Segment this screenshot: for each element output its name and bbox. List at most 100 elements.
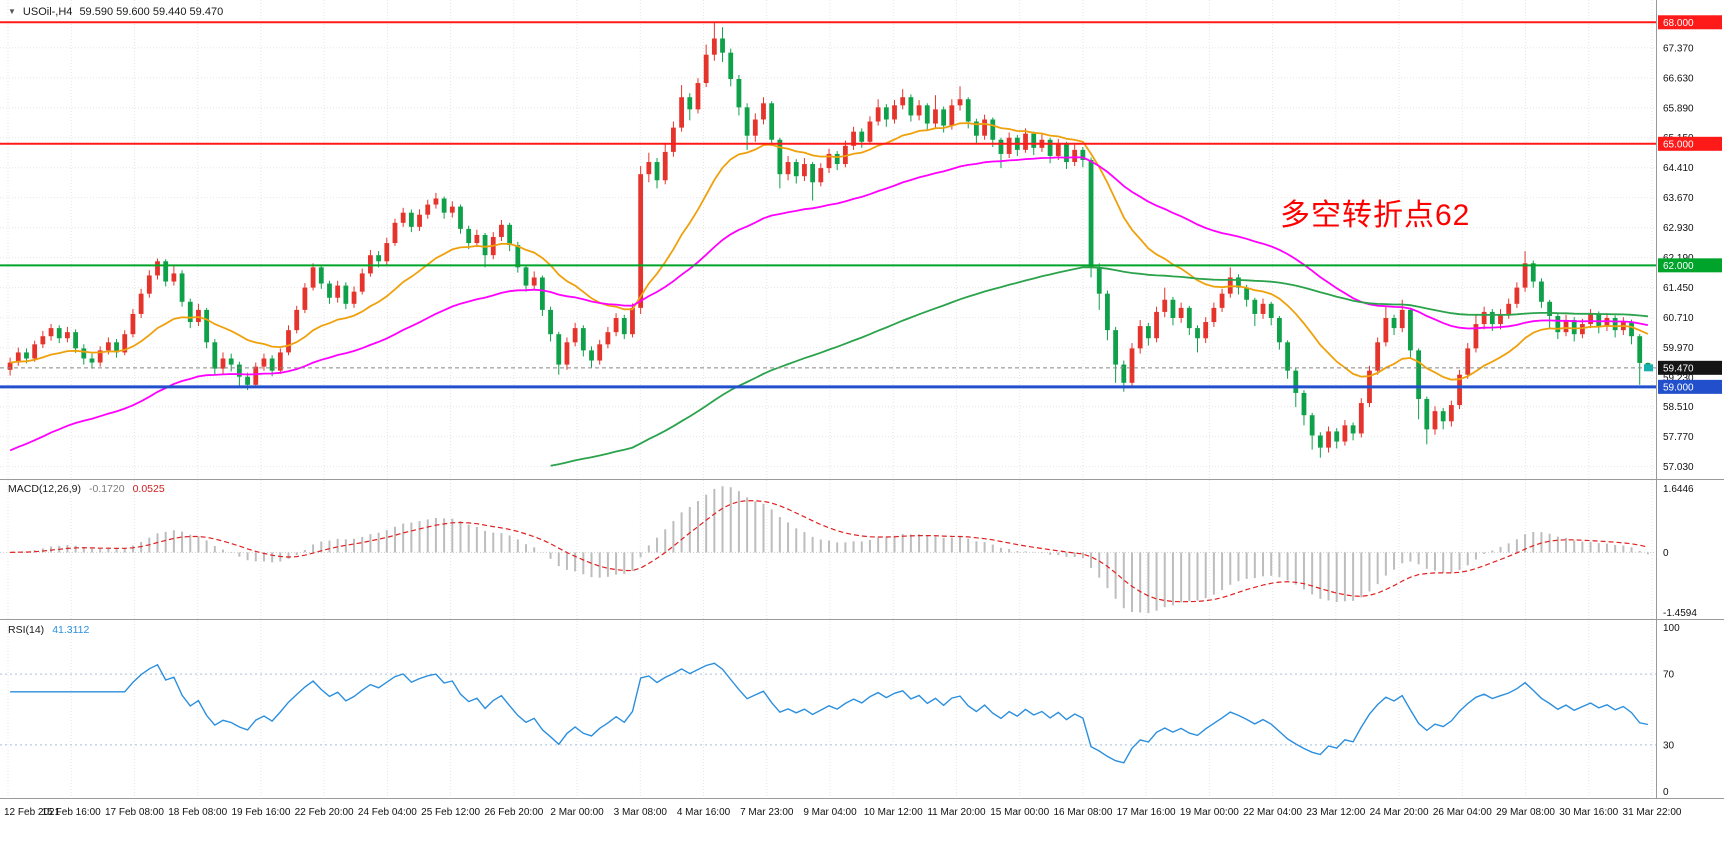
candle-body bbox=[834, 153, 840, 165]
symbol-dropdown-icon[interactable]: ▼ bbox=[8, 7, 16, 16]
candle-body bbox=[1186, 307, 1192, 329]
price-axis[interactable]: 67.37066.63065.89065.15064.41063.67062.9… bbox=[1658, 15, 1722, 798]
candle-body bbox=[728, 52, 734, 79]
candle-body bbox=[1137, 326, 1143, 349]
price-tick-label: 61.450 bbox=[1663, 283, 1694, 294]
candle-body bbox=[507, 224, 513, 246]
price-tick-label: 59.970 bbox=[1663, 343, 1694, 354]
candle-body bbox=[449, 206, 455, 213]
candle-body bbox=[1145, 326, 1151, 339]
candle-body bbox=[1055, 143, 1061, 156]
price-tick-label: 57.030 bbox=[1663, 462, 1694, 473]
annotation-text[interactable]: 多空转折点62 bbox=[1280, 199, 1471, 232]
candle-body bbox=[441, 198, 447, 213]
candle-body bbox=[597, 344, 603, 361]
candle-body bbox=[949, 105, 955, 126]
candle-body bbox=[408, 212, 414, 227]
candle-body bbox=[965, 99, 971, 122]
candle-body bbox=[1031, 133, 1037, 148]
candle-body bbox=[65, 332, 70, 339]
candle-body bbox=[711, 38, 717, 55]
time-tick-label: 17 Mar 16:00 bbox=[1117, 807, 1176, 818]
candle-body bbox=[187, 301, 193, 323]
candle-body bbox=[941, 109, 947, 126]
candle-body bbox=[1276, 317, 1282, 343]
candle-body bbox=[924, 105, 930, 124]
candle-body bbox=[155, 261, 160, 276]
candle-body bbox=[662, 151, 668, 181]
ma-line-slow bbox=[550, 266, 1648, 467]
candle-body bbox=[1096, 267, 1102, 294]
candle-body bbox=[368, 255, 373, 274]
candle-body bbox=[1506, 303, 1512, 314]
time-tick-label: 22 Feb 20:00 bbox=[295, 807, 354, 818]
candle-body bbox=[1317, 435, 1323, 448]
price-tick-label: 64.410 bbox=[1663, 163, 1694, 174]
candle-body bbox=[826, 153, 832, 169]
candle-body bbox=[1637, 336, 1643, 363]
candle-body bbox=[376, 255, 382, 262]
hline-price-badge bbox=[1658, 136, 1722, 151]
candle-body bbox=[892, 105, 897, 120]
candle-body bbox=[1342, 425, 1348, 442]
candle-body bbox=[1162, 299, 1168, 312]
candle-body bbox=[245, 376, 250, 385]
candle-body bbox=[548, 309, 553, 335]
candle-body bbox=[15, 352, 21, 363]
time-tick-label: 7 Mar 23:00 bbox=[740, 807, 794, 818]
hline-price-badge-label: 65.000 bbox=[1663, 139, 1694, 150]
candle-body bbox=[335, 285, 341, 298]
macd-axis-bottom: -1.4594 bbox=[1663, 608, 1697, 619]
candle-body bbox=[883, 107, 889, 120]
ma-line-fast bbox=[9, 122, 1649, 381]
macd-signal-value: 0.0525 bbox=[132, 483, 165, 495]
time-tick-label: 3 Mar 08:00 bbox=[614, 807, 668, 818]
candle-body bbox=[1350, 425, 1356, 434]
candle-body bbox=[859, 131, 865, 142]
rsi-axis-label: 0 bbox=[1663, 787, 1669, 798]
candle-body bbox=[1481, 311, 1487, 325]
candle-body bbox=[572, 328, 578, 343]
candle-body bbox=[1072, 149, 1078, 163]
candle-body bbox=[1047, 139, 1053, 156]
candle-body bbox=[228, 358, 234, 365]
candle-body bbox=[1113, 330, 1119, 365]
candle-body bbox=[417, 214, 422, 227]
candle-body bbox=[351, 291, 357, 304]
candle-body bbox=[1522, 263, 1528, 288]
time-tick-label: 24 Mar 20:00 bbox=[1370, 807, 1429, 818]
candle-body bbox=[1334, 431, 1340, 442]
candle-body bbox=[613, 317, 619, 333]
time-tick-label: 18 Feb 08:00 bbox=[168, 807, 227, 818]
horizontal-lines[interactable] bbox=[0, 21, 1656, 389]
candle-body bbox=[1579, 324, 1585, 335]
time-tick-label: 19 Mar 00:00 bbox=[1180, 807, 1239, 818]
hline-price-badge-label: 68.000 bbox=[1663, 18, 1694, 29]
candle-body bbox=[40, 336, 46, 345]
ohlc-values: 59.590 59.600 59.440 59.470 bbox=[79, 6, 224, 18]
candle-body bbox=[146, 275, 152, 294]
candle-body bbox=[48, 328, 54, 337]
price-tick-label: 60.710 bbox=[1663, 313, 1694, 324]
candle-body bbox=[425, 204, 431, 215]
macd-panel bbox=[0, 486, 1656, 614]
candle-body bbox=[1391, 317, 1397, 329]
macd-axis-top: 1.6446 bbox=[1663, 484, 1694, 495]
candle-body bbox=[564, 342, 570, 365]
candle-body bbox=[515, 245, 521, 268]
price-tick-label: 62.930 bbox=[1663, 223, 1694, 234]
candle-body bbox=[114, 342, 119, 353]
candle-body bbox=[1408, 309, 1413, 351]
grid-lines bbox=[0, 0, 1656, 798]
candle-body bbox=[908, 97, 914, 116]
time-tick-label: 19 Feb 16:00 bbox=[231, 807, 290, 818]
time-tick-label: 25 Feb 12:00 bbox=[421, 807, 480, 818]
candle-body bbox=[671, 127, 676, 152]
time-tick-label: 29 Mar 08:00 bbox=[1496, 807, 1555, 818]
candle-body bbox=[1604, 317, 1610, 327]
candle-body bbox=[1383, 317, 1389, 343]
rsi-axis-label: 100 bbox=[1663, 623, 1680, 634]
candle-body bbox=[220, 358, 226, 369]
